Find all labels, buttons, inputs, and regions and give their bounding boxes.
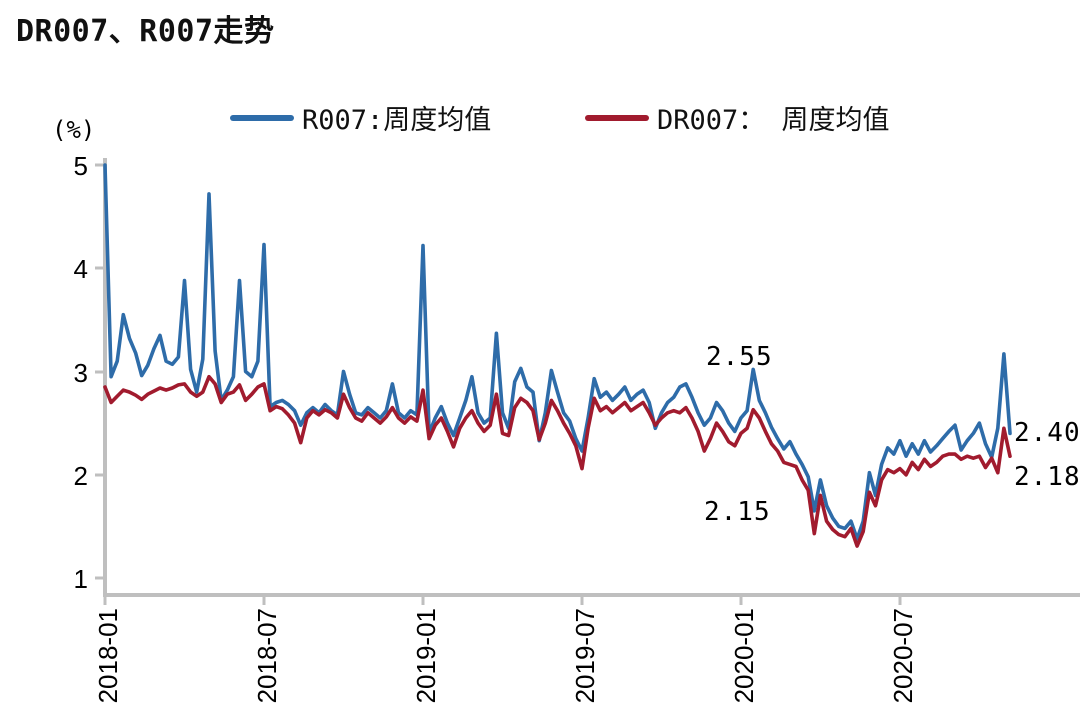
y-tick-label: 4 [74,254,88,284]
x-tick-label: 2019-01 [411,608,441,703]
legend-item-r007: R007:周度均值 [230,98,491,137]
x-tick-label: 2018-07 [252,608,282,703]
legend-item-dr007: DR007： 周度均值 [585,98,890,137]
y-tick-label: 2 [74,461,88,491]
x-tick-label: 2018-01 [93,608,123,703]
x-tick-label: 2019-07 [570,608,600,703]
y-tick-label: 5 [74,151,88,181]
chart-title: DR007、R007走势 [16,14,275,49]
annotation-r007-callout: 2.55 [706,342,773,372]
annotation-dr007-callout: 2.15 [704,497,771,527]
y-tick-label: 1 [74,564,88,594]
y-axis-unit-label: (%) [52,116,95,144]
legend-label-r007: R007:周度均值 [302,105,492,136]
series-r007-line [103,163,1012,541]
y-tick-label: 3 [74,358,88,388]
x-tick-label: 2020-07 [888,608,918,703]
dr007-line-swatch-icon [585,114,649,121]
annotation-dr007-last: 2.18 [1014,462,1080,492]
y-axis-labels: 5 4 3 2 1 [74,151,88,594]
legend-label-dr007: DR007： 周度均值 [657,105,890,136]
x-tick-label: 2020-01 [729,608,759,703]
x-axis-ticks [103,595,902,605]
annotations: 2.55 2.15 2.40 2.18 [704,342,1080,527]
legend: R007:周度均值 DR007： 周度均值 [0,98,1080,137]
r007-line-swatch-icon [230,114,294,121]
annotation-r007-last: 2.40 [1014,418,1080,448]
x-axis-labels: 2018-01 2018-07 2019-01 2019-07 2020-01 … [93,608,918,703]
series-dr007-line [103,374,1012,548]
